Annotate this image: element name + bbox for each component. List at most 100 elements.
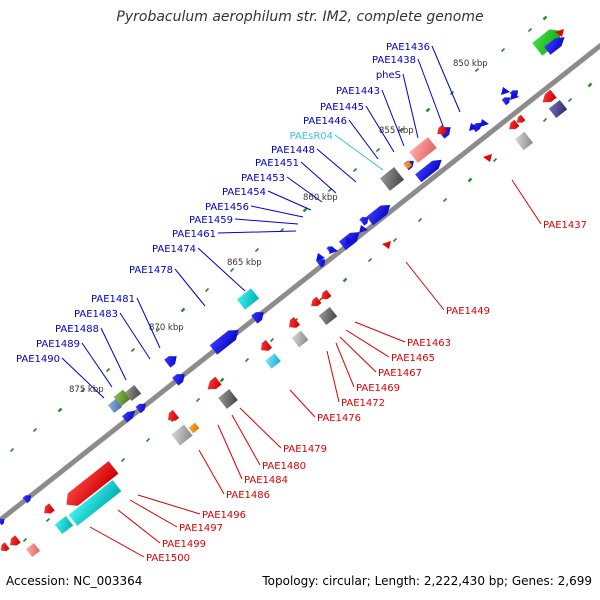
ruler-minor-tick: [195, 397, 201, 403]
leader-line: [381, 89, 405, 147]
gene-PAE1500: [25, 542, 41, 558]
forward-arrow-mark: [316, 253, 325, 261]
ruler-minor-tick: [105, 367, 111, 373]
reverse-arrow-mark: [382, 241, 391, 249]
leader-line: [129, 499, 178, 528]
ruler-major-tick: [219, 377, 225, 383]
gene-label-pae1496: PAE1496: [202, 510, 246, 521]
ruler-label: 870 kbp: [149, 323, 184, 333]
ruler-minor-tick: [492, 157, 498, 163]
leader-line: [417, 58, 444, 127]
forward-gene-labels: PAE1436 PAE1438 pheS PAE1443 PAE1445 PAE1446 P…: [16, 42, 430, 365]
gene-label-pae1461: PAE1461: [172, 229, 216, 240]
accession-text: Accession: NC_003364: [6, 574, 143, 588]
gene-label-pae1465: PAE1465: [391, 353, 435, 364]
ruler-major-tick: [542, 15, 548, 21]
ruler-minor-tick: [254, 247, 260, 253]
gene-label-pae1479: PAE1479: [283, 444, 327, 455]
leader-line: [89, 526, 145, 558]
gene-label-pae1481: PAE1481: [91, 294, 135, 305]
gene-PAE1437c: [542, 89, 557, 103]
leader-line: [198, 449, 225, 495]
forward-arrow-mark: [469, 123, 478, 131]
label-leaders: [61, 45, 542, 558]
leader-line: [354, 321, 406, 343]
gene-PAE1479: [218, 389, 238, 409]
gene-PAE1465: [311, 296, 322, 307]
ruler-major-tick: [302, 207, 308, 213]
leader-line: [289, 389, 316, 418]
gene-PAE1500b: [10, 535, 21, 546]
ruler-minor-tick: [229, 267, 235, 273]
gene-top-right: [544, 37, 565, 55]
ruler-minor-tick: [399, 127, 405, 133]
gene-PAE1474: [236, 288, 260, 310]
gene-label-pae1437: PAE1437: [543, 220, 587, 231]
ruler-major-tick: [342, 277, 348, 283]
leader-line: [335, 342, 355, 388]
ruler-label: 850 kbp: [453, 59, 488, 69]
gene-PAE1490: [107, 398, 123, 414]
gene-PAE1437b: [548, 99, 568, 119]
gene-edge-left: [22, 495, 32, 504]
gene-label-pae1453: PAE1453: [241, 173, 285, 184]
gene-PAE1445: [415, 159, 442, 183]
ruler-minor-tick: [527, 27, 533, 33]
gene-PAE1483: [172, 374, 185, 386]
gene-PAE1490c: [135, 403, 146, 414]
ruler-minor-tick: [120, 457, 126, 463]
leader-line: [217, 230, 297, 234]
leader-line: [81, 342, 113, 388]
gene-PAE1451: [366, 204, 391, 226]
gene-label-pae1449: PAE1449: [446, 306, 490, 317]
forward-arrow-mark: [480, 119, 489, 127]
ruler-major-tick: [57, 407, 63, 413]
ruler-major-tick: [587, 82, 593, 88]
gene-label-pae1476: PAE1476: [317, 413, 361, 424]
gene-PAE1463: [318, 306, 338, 326]
leader-line: [250, 205, 304, 218]
reverse-strand-features: [0, 29, 568, 558]
forward-arrow-mark: [345, 237, 354, 245]
gene-PAE1437d: [509, 119, 520, 130]
leader-line: [334, 134, 384, 171]
ruler-minor-tick: [567, 97, 573, 103]
ruler-minor-tick: [32, 427, 38, 433]
gene-label-pae1472: PAE1472: [341, 398, 385, 409]
gene-PAE1481: [164, 356, 177, 368]
leader-line: [402, 73, 419, 139]
leader-line: [137, 494, 201, 515]
genome-backbone: [0, 42, 600, 524]
gene-PAE1472: [291, 330, 309, 348]
gene-PAE1489: [124, 384, 142, 402]
gene-PAE1499: [54, 515, 74, 535]
gene-label-pae1446: PAE1446: [303, 116, 347, 127]
gene-PAE1436: [532, 29, 561, 56]
gene-label-pae1478: PAE1478: [129, 265, 173, 276]
forward-arrow-mark: [329, 246, 338, 254]
gene-label-pae1467: PAE1467: [378, 368, 422, 379]
gene-PAE1484: [188, 422, 200, 434]
gene-PAE1490b: [122, 410, 136, 423]
gene-label-pae1474: PAE1474: [152, 244, 196, 255]
ruler-label: 865 kbp: [227, 258, 262, 268]
gene-PAE1497: [68, 480, 122, 526]
ruler-minor-tick: [367, 257, 373, 263]
leader-line: [136, 297, 161, 349]
gene-PAE1476b: [265, 353, 281, 369]
leader-line: [267, 190, 312, 211]
leader-line: [231, 414, 261, 466]
leader-line: [345, 329, 390, 358]
gene-PAE1496: [66, 461, 119, 506]
gene-edge-left2: [0, 518, 5, 526]
ruler-minor-tick: [474, 67, 480, 73]
gene-label-pae1483: PAE1483: [74, 309, 118, 320]
gene-PAE1486: [171, 424, 193, 446]
leader-line: [197, 247, 246, 292]
forward-arrow-mark: [501, 87, 510, 95]
gene-PAE1478: [209, 330, 239, 355]
ruler-minor-tick: [130, 347, 136, 353]
ruler-major-tick: [467, 177, 473, 183]
ruler-major-tick: [425, 107, 431, 113]
ruler-minor-tick: [417, 217, 423, 223]
